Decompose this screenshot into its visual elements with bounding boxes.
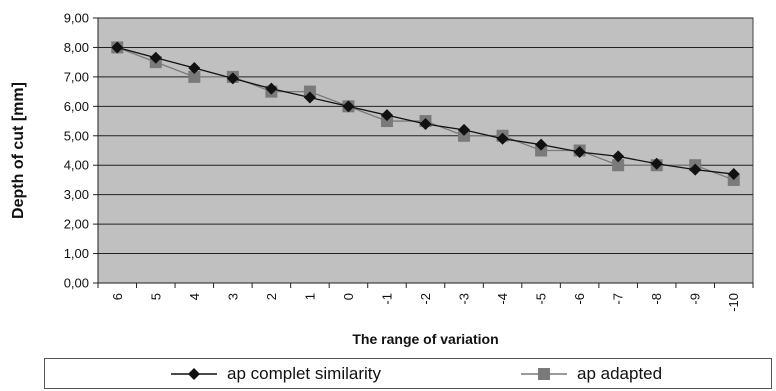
y-axis-title: Depth of cut [mm] [10, 82, 27, 219]
data-point [303, 91, 316, 104]
data-point [380, 109, 393, 122]
y-tick-label: 2,00 [64, 217, 89, 232]
series-1 [111, 41, 740, 181]
x-tick-label: -4 [495, 293, 510, 305]
data-point [612, 159, 625, 172]
y-tick-label: 3,00 [64, 187, 89, 202]
y-tick-label: 0,00 [64, 276, 89, 291]
data-point [573, 145, 586, 158]
data-point [727, 168, 740, 181]
x-tick-label: -7 [611, 293, 626, 305]
x-tick-label: 1 [302, 293, 317, 300]
data-point [226, 72, 239, 85]
data-point [458, 123, 471, 136]
y-tick-label: 4,00 [64, 158, 89, 173]
legend-label-series-2: ap adapted [577, 364, 663, 383]
x-tick-label: -1 [379, 293, 394, 305]
data-point [496, 132, 509, 145]
data-point [612, 150, 625, 163]
x-tick-label: 4 [187, 293, 202, 300]
gridlines [98, 17, 753, 284]
data-point [188, 62, 201, 75]
legend-symbol-diamond-icon [171, 368, 217, 380]
legend-symbol-square-icon [521, 368, 567, 380]
data-point [650, 157, 663, 170]
y-tick-label: 1,00 [64, 246, 89, 261]
y-axis: 0,00 1,00 2,00 3,00 4,00 5,00 6,00 7,00 8,00 9,00 [64, 11, 99, 291]
legend-item-series-2: ap adapted [519, 363, 662, 385]
x-tick-label: 6 [110, 293, 125, 300]
x-tick-label: -10 [726, 293, 741, 312]
x-tick-label: 2 [264, 293, 279, 300]
x-axis: 6 5 4 3 2 1 0 -1 -2 -3 -4 -5 -6 -7 -8 -9 -10 [97, 282, 754, 312]
x-tick-label: -8 [649, 293, 664, 305]
data-point [535, 138, 548, 151]
data-point [689, 163, 702, 176]
data-point [149, 51, 162, 64]
x-axis-title: The range of variation [352, 331, 498, 347]
x-tick-label: -9 [688, 293, 703, 305]
x-tick-label: -5 [534, 293, 549, 305]
data-point [188, 70, 201, 83]
series-layer [111, 41, 740, 186]
x-tick-label: -6 [572, 293, 587, 305]
data-point [265, 82, 278, 95]
line-chart: 0,00 1,00 2,00 3,00 4,00 5,00 6,00 7,00 8,00 9,00… [10, 11, 754, 347]
x-tick-label: 0 [341, 293, 356, 300]
legend: ap complet similarity ap adapted [44, 358, 772, 389]
x-tick-label: 5 [148, 293, 163, 300]
y-tick-label: 7,00 [64, 69, 89, 84]
legend-item-series-1: ap complet similarity [169, 363, 381, 385]
x-tick-label: -2 [418, 293, 433, 305]
data-point [419, 118, 432, 130]
x-tick-label: -3 [457, 293, 472, 305]
y-tick-label: 8,00 [64, 40, 89, 55]
data-point [342, 100, 355, 113]
x-tick-label: 3 [225, 293, 240, 300]
y-tick-label: 5,00 [64, 128, 89, 143]
plot-area [97, 17, 754, 284]
data-point [111, 41, 124, 54]
legend-label-series-1: ap complet similarity [227, 364, 381, 383]
y-tick-label: 6,00 [64, 99, 89, 114]
y-tick-label: 9,00 [64, 11, 89, 26]
